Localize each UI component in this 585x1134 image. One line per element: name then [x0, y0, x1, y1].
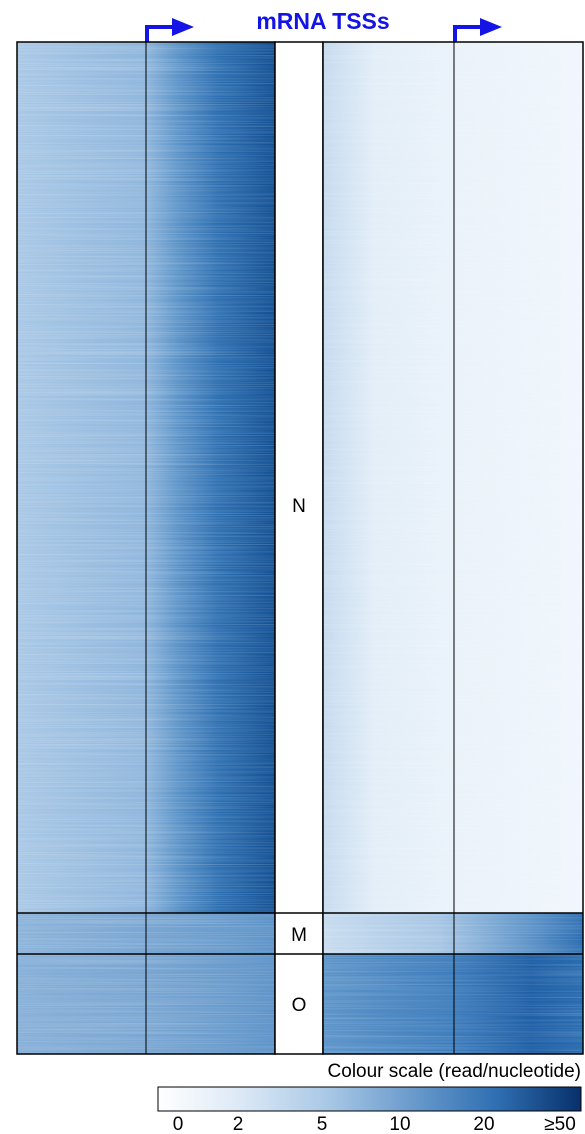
- colour-scale-title: Colour scale (read/nucleotide): [328, 1061, 581, 1082]
- colour-scale-tick-label: 10: [389, 1114, 410, 1134]
- colour-scale-tick-label: 0: [173, 1114, 184, 1134]
- colour-scale-ticks: 0 2 5 10 20 ≥50: [173, 1114, 576, 1134]
- cluster-label-column: N M O: [274, 41, 324, 1055]
- cluster-label-m: M: [291, 925, 307, 946]
- tss-arrow-left-icon: [145, 18, 194, 42]
- colour-scale-tick-label: 5: [317, 1114, 328, 1134]
- colour-scale-tick-label: 2: [233, 1114, 244, 1134]
- left-heatmap-panel: [16, 41, 276, 1055]
- colour-scale-tick-label: 20: [473, 1114, 494, 1134]
- colour-scale-bar: [157, 1086, 582, 1112]
- cluster-label-n: N: [292, 496, 306, 517]
- chart-title: mRNA TSSs: [256, 8, 389, 34]
- cluster-label-o: O: [292, 995, 307, 1016]
- tss-arrow-right-icon: [453, 18, 502, 42]
- right-heatmap-panel: [322, 41, 584, 1055]
- colour-scale-tick-label: ≥50: [544, 1114, 576, 1134]
